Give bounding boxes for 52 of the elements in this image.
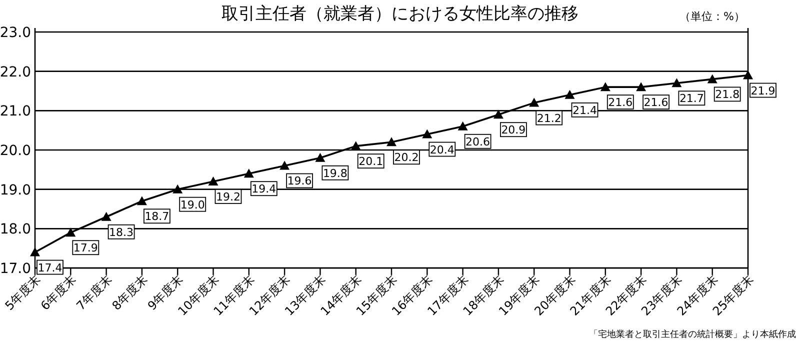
data-label: 20.4 [430,143,454,156]
point [458,121,468,130]
data-label: 20.6 [466,135,490,148]
y-tick-label: 21.0 [0,104,31,120]
point [743,70,753,80]
y-tick-label: 18.0 [0,222,31,238]
y-tick-label: 20.0 [0,143,31,159]
point [564,90,575,99]
data-label: 19.6 [287,174,312,188]
data-label: 19.2 [216,190,240,204]
chart-title: 取引主任者（就業者）における女性比率の推移 [222,4,578,24]
data-label: 21.2 [536,112,562,125]
point [600,82,610,92]
data-label: 19.0 [180,198,205,212]
data-label: 21.6 [608,96,633,110]
point [386,137,396,146]
point [707,74,718,84]
y-tick-label: 17.0 [0,261,31,277]
point [172,184,183,194]
point [136,196,147,206]
data-label: 21.6 [644,96,668,110]
data-label: 18.7 [144,210,170,224]
point [315,152,326,162]
data-label: 17.9 [73,242,98,255]
point [66,228,76,237]
y-tick-label: 19.0 [0,182,31,198]
point [30,247,40,256]
data-label: 21.9 [750,84,776,98]
point [280,160,290,170]
point [208,176,218,186]
data-label: 21.8 [715,88,740,102]
point [244,168,254,178]
y-tick-label: 22.0 [0,64,31,80]
data-label: 21.7 [679,92,704,106]
data-label: 20.1 [358,155,384,168]
point [529,98,540,107]
data-label: 20.9 [501,124,526,137]
text: 「宅地業者と取引主任者の統計概要」より本紙作成 [589,329,796,340]
point [422,129,432,138]
point [101,212,112,221]
data-label: 21.4 [572,104,597,117]
data-label: 18.3 [109,226,134,239]
data-label: 20.2 [394,151,419,164]
point [350,141,361,150]
data-label: 19.8 [322,166,348,180]
point [636,82,646,92]
data-label: 17.4 [38,261,62,274]
point [672,78,682,88]
point [493,110,504,119]
y-tick-label: 23.0 [0,25,31,41]
text: （単位：%） [680,10,745,23]
data-label: 19.4 [252,182,276,196]
